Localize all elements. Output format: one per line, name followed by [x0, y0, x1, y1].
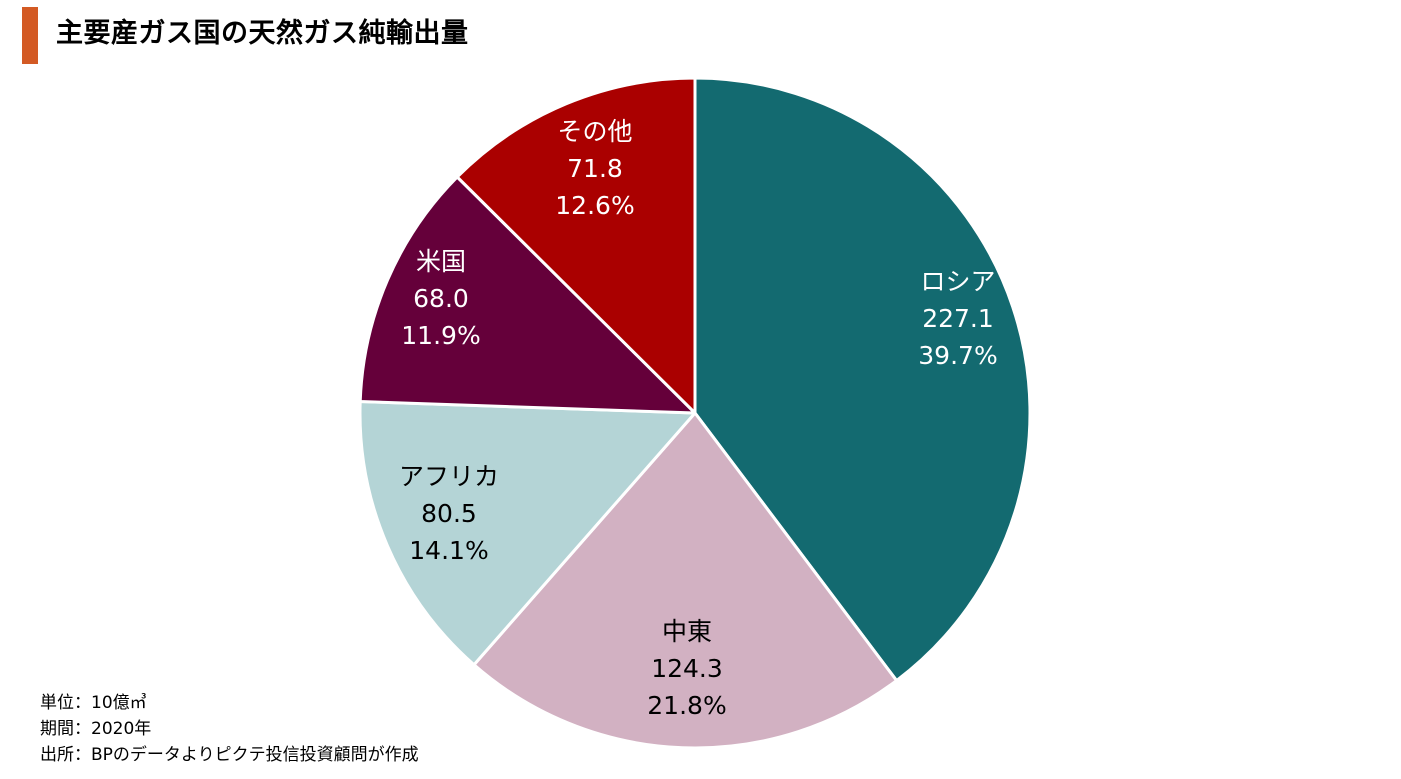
- source-note: 出所：BPのデータよりピクテ投信投資顧問が作成: [40, 745, 419, 765]
- unit-note: 単位：10億㎥: [40, 693, 147, 713]
- slice-value-africa: 80.5: [421, 499, 477, 528]
- slice-label-middle-east: 中東: [662, 617, 712, 646]
- pie-slice-middle-east: [472, 411, 899, 750]
- slice-percent-africa: 14.1%: [409, 536, 488, 565]
- title-accent-bar: [22, 7, 38, 64]
- slice-percent-middle-east: 21.8%: [647, 691, 726, 720]
- pie-slice-usa: [358, 175, 697, 415]
- slice-label-africa: アフリカ: [399, 462, 499, 491]
- slice-percent-russia: 39.7%: [918, 341, 997, 370]
- slice-label-usa: 米国: [416, 247, 466, 276]
- footnotes: 単位：10億㎥ 期間：2020年 出所：BPのデータよりピクテ投信投資顧問が作成: [40, 690, 419, 768]
- slice-percent-usa: 11.9%: [401, 321, 480, 350]
- slice-value-others: 71.8: [567, 154, 623, 183]
- chart-title: 主要産ガス国の天然ガス純輸出量: [56, 18, 469, 49]
- slice-label-russia: ロシア: [920, 267, 995, 296]
- slice-value-usa: 68.0: [413, 284, 469, 313]
- period-note: 期間：2020年: [40, 719, 152, 739]
- slice-label-others: その他: [557, 117, 632, 146]
- slice-value-middle-east: 124.3: [651, 654, 723, 683]
- pie-slice-others: [455, 76, 697, 415]
- pie-slice-africa: [358, 400, 697, 667]
- slice-percent-others: 12.6%: [555, 191, 634, 220]
- pie-slice-russia: [693, 76, 1032, 683]
- slice-value-russia: 227.1: [922, 304, 994, 333]
